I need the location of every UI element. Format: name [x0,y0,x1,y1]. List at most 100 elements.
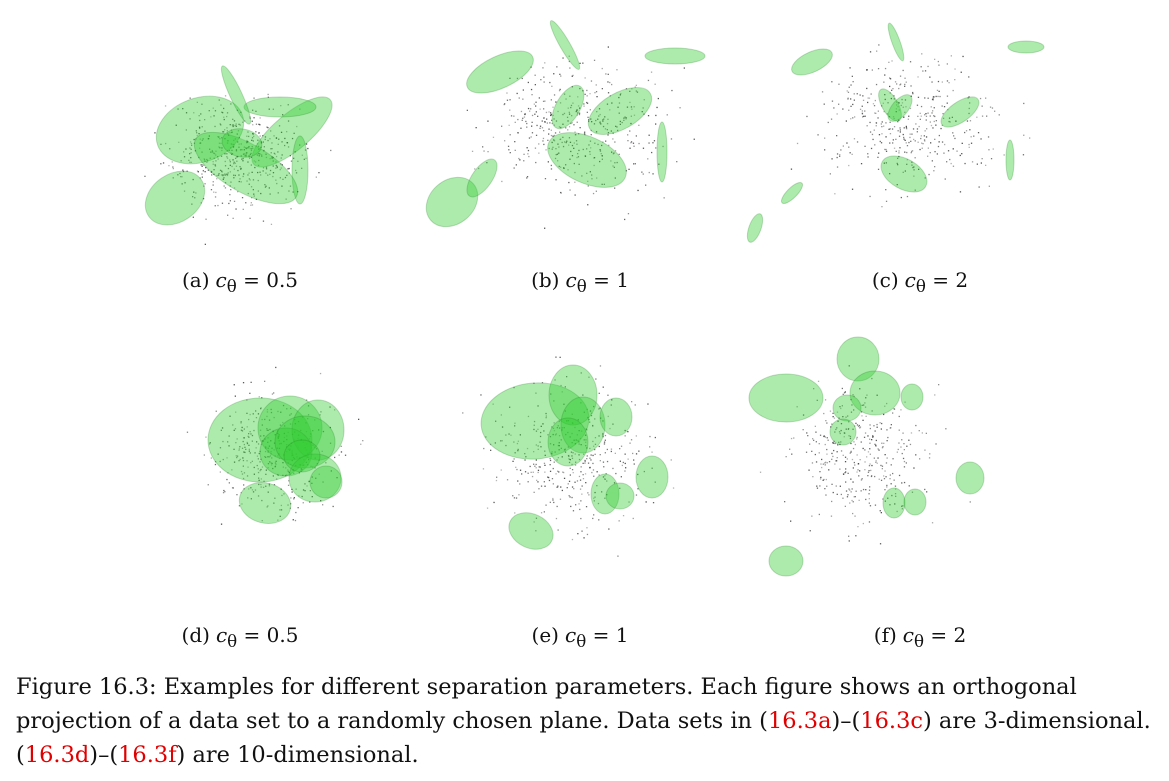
cluster-ellipse [251,96,333,168]
scatter-point [871,377,873,380]
scatter-point [243,146,245,148]
scatter-point [603,441,606,443]
scatter-point [287,431,289,434]
scatter-point [599,407,601,409]
scatter-point [557,470,559,472]
scatter-point [897,106,899,108]
scatter-point [875,122,878,124]
scatter-point [269,158,271,160]
scatter-point [888,116,891,118]
scatter-point [221,427,224,429]
cluster-ellipse [940,96,980,128]
scatter-point [897,448,899,451]
scatter-point [255,145,257,147]
scatter-point [260,483,262,486]
scatter-point [557,529,559,531]
scatter-point [574,443,576,445]
reference-link-16-3d[interactable]: 16.3d [24,742,90,768]
scatter-point [544,485,546,487]
scatter-point [558,165,560,168]
scatter-point [670,138,673,140]
subfigure-letter: (d) [181,623,210,647]
scatter-point [898,87,900,90]
scatter-point [517,448,519,451]
scatter-point [243,443,245,446]
scatter-point [259,153,261,155]
scatter-point [283,436,286,439]
scatter-point [219,147,221,149]
scatter-point [836,451,838,453]
scatter-point [266,428,268,430]
scatter-point [591,178,593,180]
reference-link-16-3f[interactable]: 16.3f [118,742,177,768]
scatter-point [210,151,212,153]
scatter-point [236,109,239,111]
scatter-point [309,490,311,492]
scatter-point [814,425,816,427]
scatter-point [580,402,582,404]
scatter-point [214,164,216,166]
scatter-point [954,79,956,81]
scatter-point [500,414,502,416]
scatter-point [527,481,529,483]
scatter-point [177,174,179,176]
scatter-point [202,198,205,200]
scatter-point [880,464,882,467]
scatter-point [276,447,278,449]
scatter-point [932,99,934,101]
scatter-point [235,411,237,413]
scatter-point [265,473,267,475]
reference-link-16-3c[interactable]: 16.3c [860,708,923,734]
scatter-point [344,454,347,456]
scatter-point [565,164,567,166]
scatter-point [889,92,891,94]
scatter-point [592,517,594,520]
scatter-point [278,434,280,436]
scatter-point [249,392,251,394]
scatter-point [826,485,828,487]
scatter-point [295,488,297,490]
scatter-point [257,468,259,470]
scatter-point [556,459,558,461]
cluster-ellipse [309,465,343,499]
scatter-point [212,181,214,183]
scatter-point [233,448,235,450]
scatter-point [915,123,917,125]
scatter-point [913,169,915,171]
scatter-point [574,131,576,133]
scatter-point [894,493,897,495]
scatter-point [848,164,850,167]
scatter-point [620,476,622,478]
scatter-point [542,100,545,102]
reference-link-16-3a[interactable]: 16.3a [767,708,832,734]
scatter-point [248,178,250,180]
scatter-point [505,434,507,436]
scatter-point [256,143,259,145]
scatter-point [217,158,219,160]
scatter-point [286,444,288,446]
scatter-point [534,465,536,467]
scatter-point [568,126,571,128]
scatter-point [585,445,587,447]
scatter-point [558,427,561,429]
scatter-point [577,112,579,114]
scatter-point [624,462,626,465]
cluster-ellipse [882,487,906,519]
scatter-point [916,104,919,106]
scatter-point [860,411,863,413]
scatter-point [304,447,306,449]
scatter-point [275,179,277,181]
scatter-point [607,118,609,120]
scatter-point [601,88,603,90]
scatter-point [856,438,858,440]
scatter-point [329,406,331,408]
scatter-point [516,77,519,80]
scatter-point [293,458,296,460]
scatter-point [625,117,627,119]
scatter-point [607,132,610,134]
scatter-point [242,153,245,155]
scatter-point [630,141,633,143]
scatter-point [606,103,609,105]
scatter-point [214,196,217,198]
scatter-point [565,127,567,129]
